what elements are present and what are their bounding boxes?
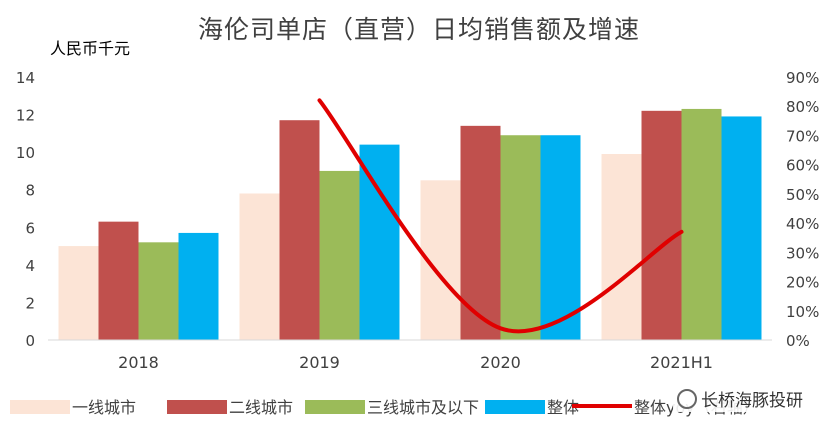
x-tick-label: 2021H1	[650, 353, 713, 372]
y-right-tick-label: 80%	[786, 98, 819, 116]
bar-二线城市-2018	[98, 221, 139, 340]
legend-item: 二线城市	[167, 394, 293, 418]
legend-item: 整体	[485, 394, 579, 418]
bar-二线城市-2021H1	[641, 110, 682, 340]
bar-一线城市-2018	[58, 246, 99, 340]
legend-swatch	[305, 400, 365, 414]
legend-label: 整体	[547, 398, 580, 417]
bar-三线城市及以下-2021H1	[681, 108, 722, 340]
y-right-tick-label: 0%	[786, 332, 810, 350]
y-left-tick-label: 0	[25, 332, 35, 350]
legend-item: 一线城市	[10, 394, 136, 418]
y-axis-unit: 人民币千元	[50, 39, 131, 58]
bar-一线城市-2019	[239, 193, 280, 340]
y-right-tick-label: 10%	[786, 303, 819, 321]
watermark-text: 长桥海豚投研	[701, 391, 803, 411]
legend-label: 三线城市及以下	[367, 398, 480, 417]
y-right-tick-label: 60%	[786, 157, 819, 175]
legend-swatch	[10, 400, 70, 414]
y-right-tick-label: 70%	[786, 127, 819, 145]
bar-整体-2018	[178, 232, 219, 340]
x-tick-label: 2018	[118, 353, 159, 372]
y-right-tick-label: 30%	[786, 244, 819, 262]
x-tick-label: 2020	[480, 353, 521, 372]
x-tick-label: 2019	[299, 353, 340, 372]
y-right-tick-label: 40%	[786, 215, 819, 233]
legend: 一线城市二线城市三线城市及以下整体整体yoy（右轴）	[0, 390, 838, 420]
legend-label: 二线城市	[229, 398, 294, 417]
y-right-tick-label: 50%	[786, 186, 819, 204]
legend-swatch	[485, 400, 545, 414]
y-left-tick-label: 8	[25, 182, 35, 200]
bar-整体-2019	[359, 144, 400, 340]
bar-二线城市-2019	[279, 120, 320, 340]
y-left-tick-label: 2	[25, 294, 35, 312]
y-right-tick-label: 90%	[786, 69, 819, 87]
line-整体yoy（右轴）	[317, 98, 684, 334]
bar-三线城市及以下-2018	[138, 242, 179, 340]
y-left-tick-label: 14	[16, 69, 35, 87]
wechat-icon	[677, 389, 697, 409]
y-right-tick-label: 20%	[786, 274, 819, 292]
bar-一线城市-2021H1	[601, 154, 642, 340]
y-left-tick-label: 4	[25, 257, 35, 275]
bar-二线城市-2020	[460, 125, 501, 340]
bar-三线城市及以下-2020	[500, 135, 541, 340]
watermark: 长桥海豚投研	[673, 385, 807, 412]
chart-title: 海伦司单店（直营）日均销售额及增速	[197, 15, 640, 44]
y-left-tick-label: 6	[25, 219, 35, 237]
legend-label: 一线城市	[72, 398, 137, 417]
y-left-tick-label: 12	[16, 107, 35, 125]
legend-swatch	[572, 404, 632, 408]
legend-swatch	[167, 400, 227, 414]
bar-三线城市及以下-2019	[319, 170, 360, 340]
bar-整体-2021H1	[721, 116, 762, 340]
y-left-tick-label: 10	[16, 144, 35, 162]
bar-整体-2020	[540, 135, 581, 340]
legend-item: 三线城市及以下	[305, 394, 479, 418]
